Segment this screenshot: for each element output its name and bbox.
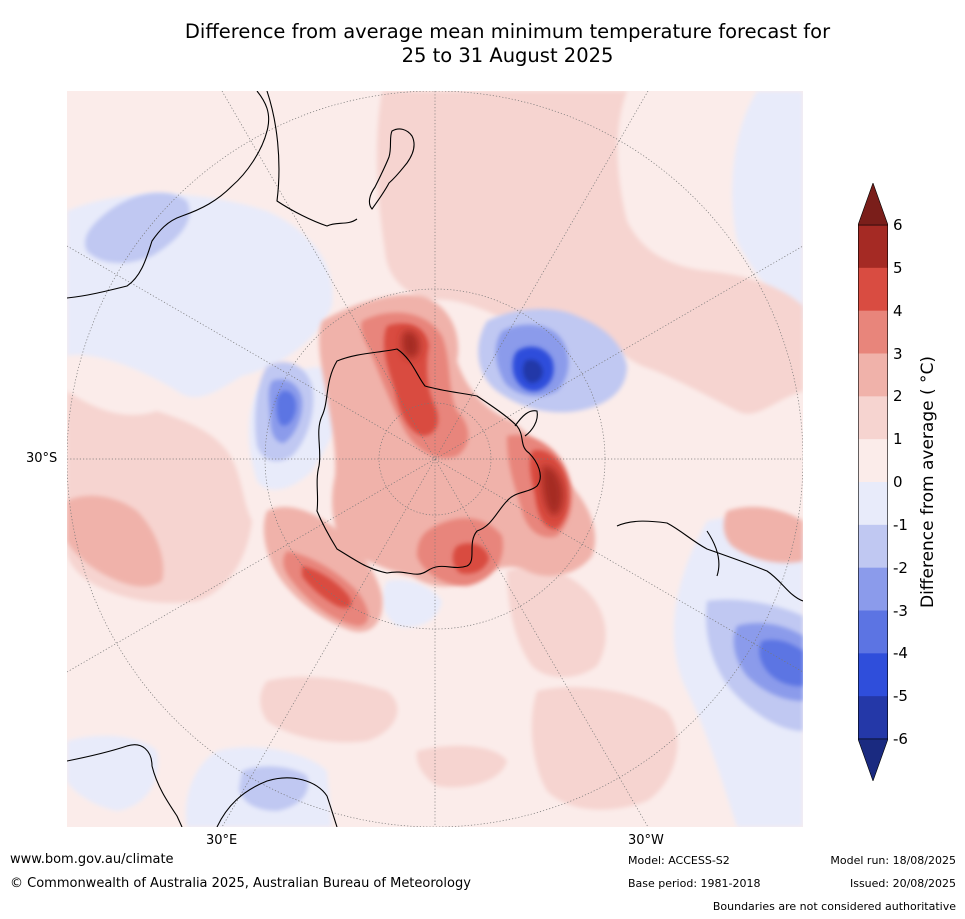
colorbar: [858, 183, 888, 781]
temperature-anomaly-map[interactable]: [67, 91, 803, 827]
colorbar-segment: [858, 610, 888, 654]
colorbar-tick-label: 0: [893, 473, 903, 491]
africa-coastline: [67, 744, 338, 827]
south-america-coastline: [616, 520, 803, 602]
colorbar-tick-label: 1: [893, 430, 903, 449]
colorbar-segment: [858, 482, 888, 526]
colorbar-tick-label: 6: [893, 216, 903, 234]
colorbar-segment: [858, 439, 888, 483]
footer-copyright: © Commonwealth of Australia 2025, Austra…: [10, 876, 471, 891]
colorbar-tick-label: -2: [893, 558, 908, 577]
longitude-label-30w: 30°W: [628, 833, 664, 848]
longitude-label-30e: 30°E: [206, 833, 238, 848]
colorbar-segment: [858, 225, 888, 269]
colorbar-segment: [858, 524, 888, 569]
footer-disclaimer: Boundaries are not considered authoritat…: [712, 900, 956, 913]
new-zealand-coastline: [368, 128, 415, 210]
colorbar-segment: [858, 310, 888, 354]
colorbar-segment: [858, 396, 888, 440]
colorbar-tick-label: -3: [893, 601, 908, 620]
colorbar-segment: [858, 567, 888, 611]
coastlines: [67, 91, 803, 827]
chart-title: Difference from average mean minimum tem…: [60, 20, 955, 68]
footer-issued: Issued: 20/08/2025: [849, 877, 956, 890]
title-line-1: Difference from average mean minimum tem…: [184, 20, 831, 43]
colorbar-tick-label: 5: [893, 258, 903, 277]
colorbar-tick-label: -6: [893, 730, 908, 748]
anomaly-hottest-regions: [401, 330, 564, 516]
colorbar-tick-label: -1: [893, 515, 908, 534]
footer-model: Model: ACCESS-S2: [628, 854, 730, 867]
colorbar-tick-label: -4: [893, 644, 908, 663]
colorbar-segment: [858, 267, 888, 312]
colorbar-tick-label: 2: [893, 387, 903, 406]
graticule: [67, 91, 803, 827]
footer-url[interactable]: www.bom.gov.au/climate: [10, 852, 174, 867]
colorbar-tick-label: 4: [893, 301, 903, 320]
colorbar-extend-bottom: [858, 738, 888, 781]
footer-base-period: Base period: 1981-2018: [628, 877, 761, 890]
colorbar-extend-top: [858, 183, 888, 226]
colorbar-title: Difference from average ( °C): [918, 355, 938, 609]
antarctica-coastline: [316, 348, 541, 575]
colorbar-tick-label: 3: [893, 344, 903, 363]
colorbar-segment: [858, 353, 888, 397]
australia-coastline: [67, 91, 358, 299]
colorbar-segment: [858, 696, 888, 740]
title-line-2: 25 to 31 August 2025: [401, 44, 614, 67]
colorbar-segment: [858, 653, 888, 697]
colorbar-tick-label: -5: [893, 687, 908, 706]
anomaly-coldest-regions: [276, 346, 803, 687]
footer-model-run: Model run: 18/08/2025: [830, 854, 956, 867]
latitude-label-30s: 30°S: [26, 451, 58, 466]
